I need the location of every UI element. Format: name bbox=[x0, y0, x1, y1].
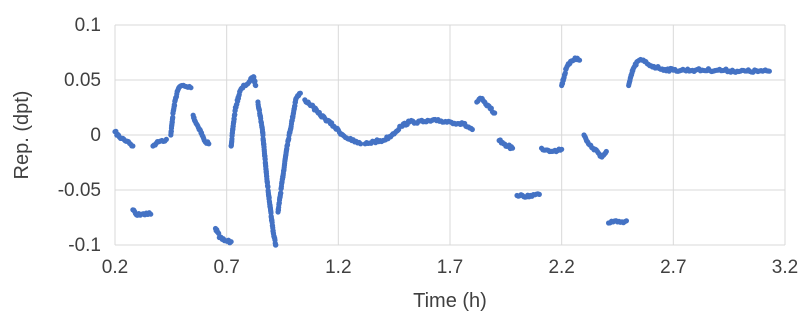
y-tick-label: 0 bbox=[90, 125, 101, 146]
data-point bbox=[266, 194, 272, 201]
x-axis-tick-labels: 0.2 0.7 1.2 1.7 2.2 2.7 3.2 bbox=[102, 257, 798, 278]
data-point bbox=[252, 78, 258, 84]
x-tick-label: 2.7 bbox=[660, 257, 686, 278]
y-tick-label: -0.1 bbox=[68, 235, 101, 256]
data-point bbox=[492, 110, 498, 116]
x-tick-label: 0.2 bbox=[102, 257, 128, 278]
y-tick-label: -0.05 bbox=[58, 180, 101, 201]
x-tick-label: 1.7 bbox=[437, 257, 463, 278]
gridlines bbox=[114, 24, 786, 246]
y-tick-label: 0.05 bbox=[64, 70, 101, 91]
x-tick-label: 2.2 bbox=[548, 257, 574, 278]
data-point bbox=[536, 191, 542, 197]
x-axis-title: Time (h) bbox=[413, 290, 487, 312]
data-point bbox=[171, 102, 178, 109]
x-tick-label: 0.7 bbox=[213, 257, 239, 278]
data-point bbox=[559, 146, 565, 152]
y-tick-label: 0.1 bbox=[75, 15, 101, 36]
y-axis-tick-labels: 0.1 0.05 0 -0.05 -0.1 bbox=[58, 15, 101, 256]
data-point bbox=[163, 136, 169, 142]
data-point bbox=[206, 141, 212, 147]
data-point bbox=[232, 112, 238, 118]
data-point bbox=[603, 148, 609, 155]
data-point bbox=[766, 68, 772, 74]
data-point bbox=[576, 57, 583, 63]
data-point bbox=[148, 211, 154, 217]
x-tick-label: 3.2 bbox=[772, 257, 798, 278]
data-point bbox=[273, 242, 279, 248]
data-point bbox=[253, 82, 259, 89]
data-point bbox=[509, 145, 516, 151]
y-axis-title: Rep. (dpt) bbox=[11, 91, 33, 180]
data-point bbox=[358, 141, 364, 147]
data-point bbox=[170, 114, 176, 120]
data-point bbox=[188, 85, 194, 91]
data-point bbox=[562, 70, 568, 76]
data-point bbox=[278, 190, 284, 196]
x-tick-label: 1.2 bbox=[325, 257, 351, 278]
data-point bbox=[130, 143, 136, 149]
data-point bbox=[623, 218, 630, 224]
data-point bbox=[228, 239, 234, 245]
data-points bbox=[112, 55, 772, 248]
data-point bbox=[297, 90, 303, 96]
data-point bbox=[469, 126, 475, 133]
